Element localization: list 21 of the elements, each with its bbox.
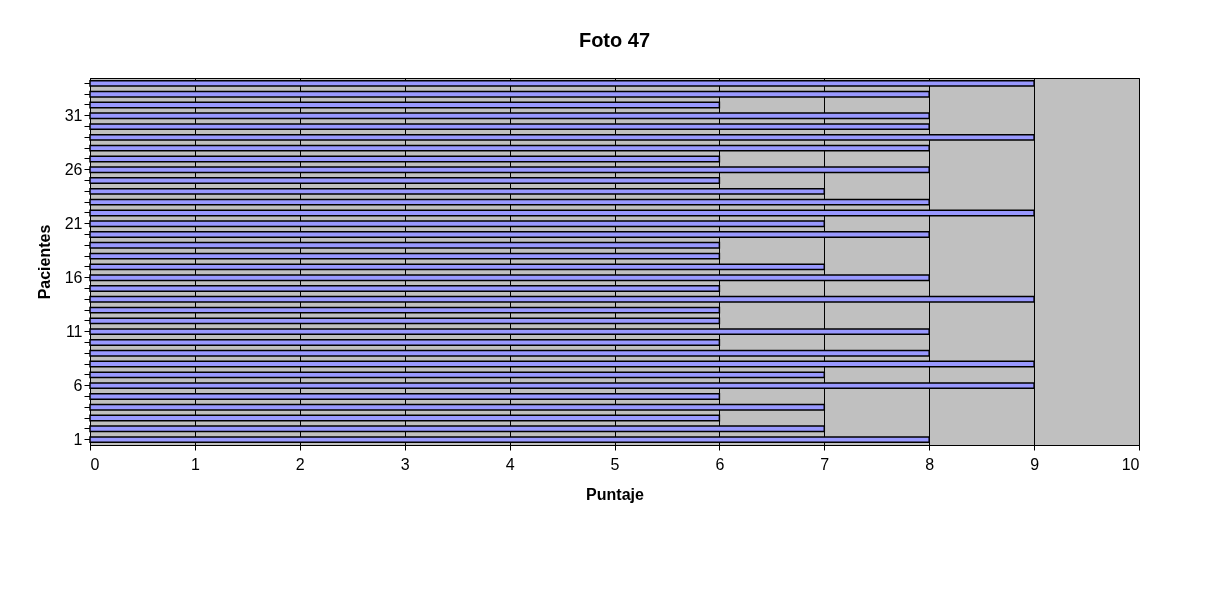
y-tick-label: 1: [73, 430, 83, 448]
y-tick-label: 26: [64, 160, 83, 178]
x-tick-label: 3: [400, 455, 410, 473]
x-tick-label: 9: [1030, 455, 1040, 473]
x-tick-label: 10: [1121, 455, 1140, 473]
y-tick-label: 16: [64, 268, 83, 286]
x-tick-label: 6: [715, 455, 725, 473]
x-axis-title: Puntaje: [586, 485, 644, 503]
x-tick-label: 4: [505, 455, 515, 473]
x-tick-label: 0: [90, 455, 100, 473]
x-tick-label: 8: [925, 455, 935, 473]
x-tick-label: 5: [610, 455, 620, 473]
y-tick-label: 31: [64, 106, 83, 124]
x-tick-label: 7: [820, 455, 830, 473]
y-tick-label: 11: [65, 322, 83, 340]
chart-title: Foto 47: [578, 28, 651, 51]
x-tick-label: 1: [190, 455, 200, 473]
x-tick-label: 2: [295, 455, 305, 473]
y-tick-label: 21: [64, 214, 83, 232]
y-tick-label: 6: [73, 376, 83, 394]
y-axis-title: Pacientes: [35, 224, 53, 300]
